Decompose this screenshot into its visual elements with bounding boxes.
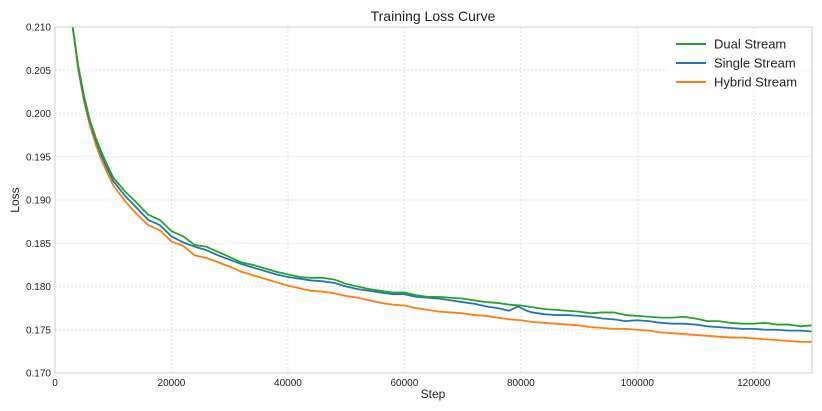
y-tick-label: 0.200 bbox=[26, 109, 51, 120]
x-tick-label: 40000 bbox=[274, 378, 302, 389]
chart-title: Training Loss Curve bbox=[371, 8, 496, 24]
y-tick-label: 0.210 bbox=[26, 23, 51, 34]
x-axis-ticks: 0 20000 40000 60000 80000 100000 120000 bbox=[52, 378, 771, 389]
legend: Dual Stream Single Stream Hybrid Stream bbox=[668, 33, 806, 95]
y-tick-label: 0.185 bbox=[26, 239, 51, 250]
series-group bbox=[71, 27, 812, 343]
y-tick-label: 0.190 bbox=[26, 196, 51, 207]
y-tick-label: 0.170 bbox=[26, 369, 51, 380]
x-tick-label: 60000 bbox=[390, 378, 418, 389]
y-tick-label: 0.180 bbox=[26, 282, 51, 293]
y-tick-label: 0.195 bbox=[26, 152, 51, 163]
x-tick-label: 0 bbox=[52, 378, 58, 389]
legend-label: Dual Stream bbox=[714, 37, 786, 52]
y-axis-ticks: 0.170 0.175 0.180 0.185 0.190 0.195 0.200 0.205… bbox=[26, 23, 51, 380]
x-tick-label: 120000 bbox=[737, 378, 771, 389]
x-tick-label: 20000 bbox=[158, 378, 186, 389]
y-axis-label: Loss bbox=[8, 187, 22, 212]
series-line-dual-stream bbox=[71, 27, 812, 328]
x-tick-label: 80000 bbox=[507, 378, 535, 389]
series-line-hybrid-stream bbox=[71, 27, 812, 343]
legend-label: Single Stream bbox=[714, 56, 796, 71]
y-tick-label: 0.205 bbox=[26, 66, 51, 77]
plot-frame bbox=[54, 26, 813, 374]
x-tick-label: 100000 bbox=[621, 378, 655, 389]
legend-label: Hybrid Stream bbox=[714, 75, 797, 90]
y-tick-label: 0.175 bbox=[26, 325, 51, 336]
x-axis-label: Step bbox=[421, 387, 446, 401]
